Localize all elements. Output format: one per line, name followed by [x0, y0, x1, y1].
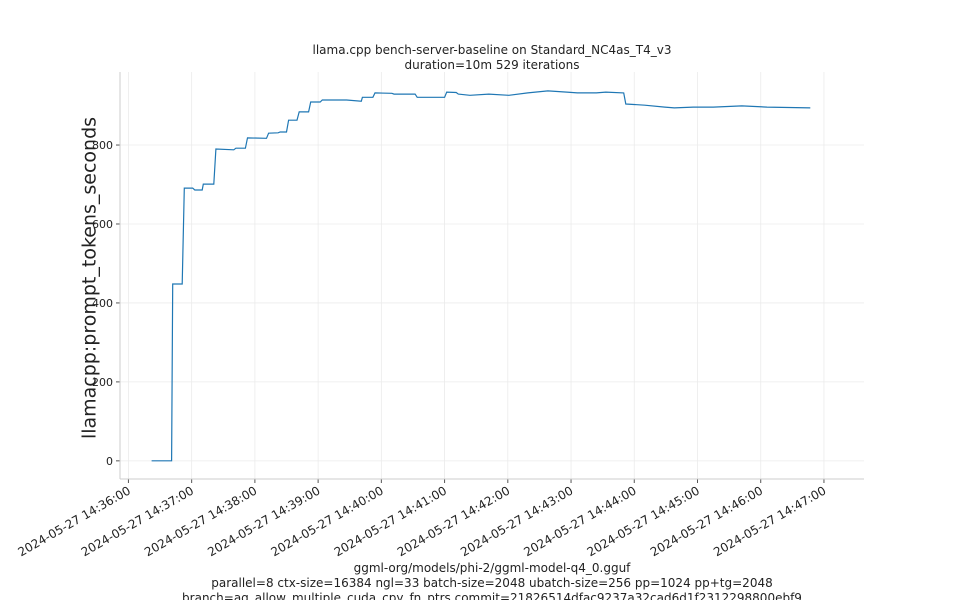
x-tick-label: 2024-05-27 14:38:00 [142, 483, 259, 559]
footer-line: ggml-org/models/phi-2/ggml-model-q4_0.gg… [354, 561, 632, 575]
x-tick-label: 2024-05-27 14:36:00 [16, 483, 133, 559]
x-tick-label: 2024-05-27 14:45:00 [585, 483, 702, 559]
y-tick-label: 200 [92, 376, 113, 389]
x-tick-label: 2024-05-27 14:37:00 [79, 483, 196, 559]
x-tick-label: 2024-05-27 14:39:00 [205, 483, 322, 559]
x-tick-label: 2024-05-27 14:41:00 [332, 483, 449, 559]
data-line [151, 90, 811, 462]
y-tick-label: 0 [106, 455, 113, 468]
y-tick-label: 600 [92, 218, 113, 231]
footer-line: parallel=8 ctx-size=16384 ngl=33 batch-s… [211, 576, 772, 590]
y-tick-label: 400 [92, 297, 113, 310]
chart-title: llama.cpp bench-server-baseline on Stand… [313, 43, 672, 57]
x-tick-label: 2024-05-27 14:46:00 [648, 483, 765, 559]
x-tick-label: 2024-05-27 14:40:00 [268, 483, 385, 559]
x-tick-label: 2024-05-27 14:42:00 [395, 483, 512, 559]
x-tick-label: 2024-05-27 14:44:00 [521, 483, 638, 559]
x-tick-label: 2024-05-27 14:43:00 [458, 483, 575, 559]
chart-subtitle: duration=10m 529 iterations [405, 58, 580, 72]
footer-line: branch=ag_allow_multiple_cuda_cpy_fn_ptr… [182, 591, 802, 600]
y-axis-label: llamacpp:prompt_tokens_seconds [79, 117, 101, 439]
y-tick-label: 800 [92, 139, 113, 152]
x-tick-label: 2024-05-27 14:47:00 [711, 483, 828, 559]
